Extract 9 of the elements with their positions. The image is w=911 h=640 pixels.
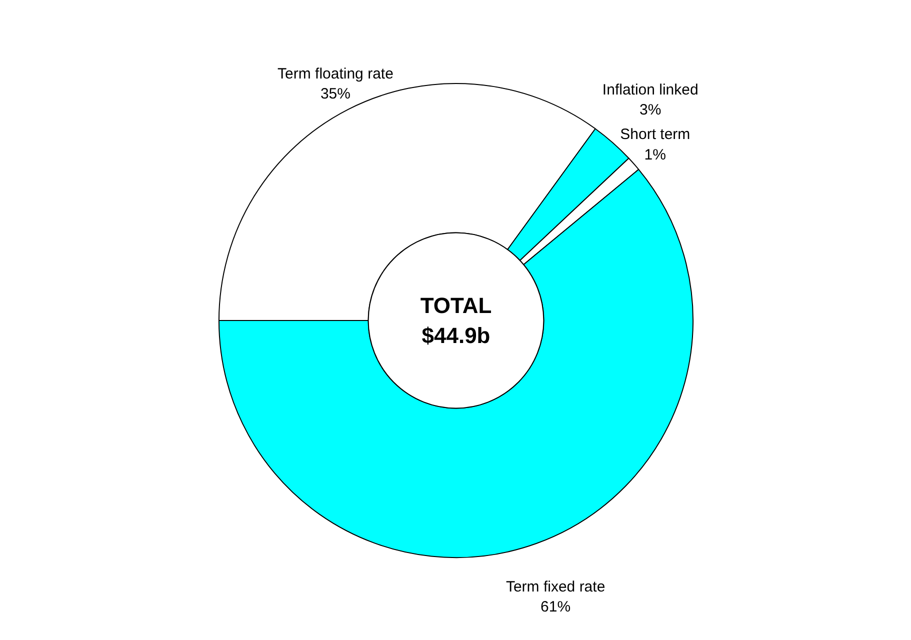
slice-label: Inflation linked — [602, 81, 698, 98]
data-label: 35% — [320, 86, 350, 103]
text: TOTAL $44.9b — [420, 293, 492, 348]
data-label: 3% — [640, 102, 662, 119]
slice-label: Term fixed rate — [506, 578, 606, 596]
data-label: 61% — [540, 598, 571, 616]
slice-label: Short term — [620, 126, 690, 144]
data-label: 1% — [644, 146, 666, 164]
slice-label: Term floating rate — [278, 65, 394, 82]
